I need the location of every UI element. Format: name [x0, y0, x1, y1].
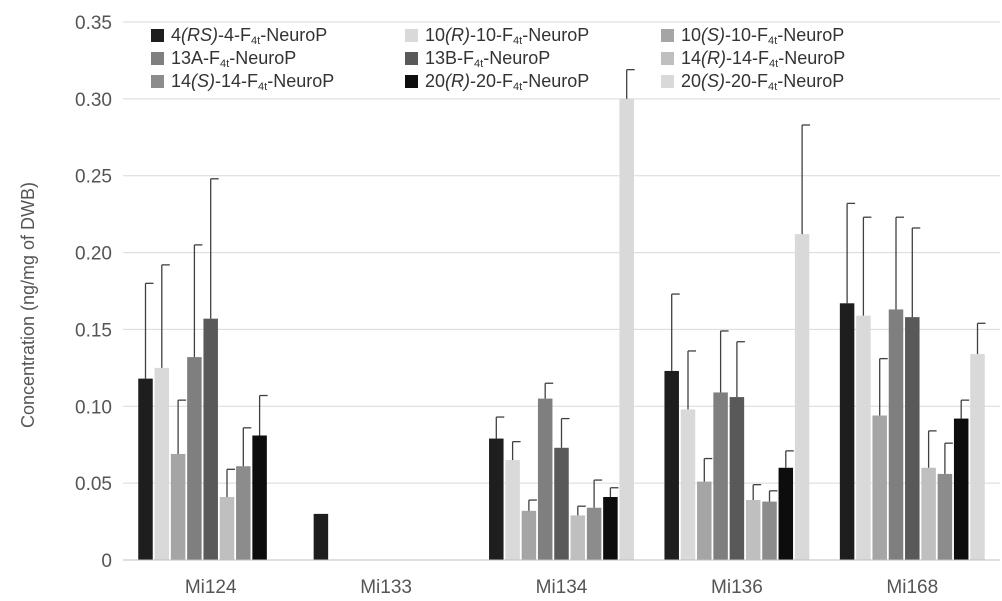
bar: [937, 473, 953, 560]
y-tick-label: 0.35: [75, 13, 112, 34]
bar: [745, 500, 761, 560]
x-tick-label: Mi136: [711, 577, 763, 598]
legend-swatch: [151, 75, 164, 88]
bar: [236, 466, 251, 560]
legend-label: 20(S)-20-F4t-NeuroP: [681, 71, 844, 93]
y-tick-label: 0.15: [75, 320, 112, 341]
y-axis-ticks: 0 0.05 0.10 0.15 0.20 0.25 0.30 0.35: [75, 13, 112, 572]
bar: [856, 315, 871, 560]
legend-swatch: [405, 75, 418, 88]
bar: [872, 415, 887, 560]
bar: [154, 367, 170, 560]
legend-swatch: [151, 52, 164, 65]
bar: [489, 438, 504, 560]
y-tick-label: 0: [101, 551, 112, 572]
bar: [252, 435, 267, 560]
legend-swatch: [405, 52, 418, 65]
bar: [554, 447, 569, 560]
bar: [729, 397, 745, 560]
x-tick-label: Mi168: [886, 577, 938, 598]
bar: [680, 409, 696, 560]
bar: [170, 453, 186, 560]
bar: [697, 481, 712, 560]
bar: [762, 501, 777, 560]
x-tick-label: Mi134: [536, 577, 588, 598]
legend-label: 14(S)-14-F4t-NeuroP: [171, 71, 334, 93]
bar: [138, 378, 153, 560]
bars: [138, 98, 985, 560]
bar: [313, 513, 329, 560]
bar: [953, 418, 969, 560]
x-axis-categories: Mi124 Mi133 Mi134 Mi136 Mi168: [185, 577, 938, 598]
y-tick-label: 0.25: [75, 167, 112, 188]
legend-label: 10(S)-10-F4t-NeuroP: [681, 25, 844, 47]
bar: [203, 318, 218, 560]
legend-label: 14(R)-14-F4t-NeuroP: [681, 48, 845, 70]
bar: [521, 510, 537, 560]
legend: 4(RS)-4-F4t-NeuroP 10(R)-10-F4t-NeuroP 10(…: [151, 25, 845, 93]
y-tick-label: 0.20: [75, 244, 112, 265]
legend-label: 13A-F4t-NeuroP: [171, 48, 296, 70]
bar: [970, 354, 985, 560]
y-tick-label: 0.05: [75, 474, 112, 495]
bar: [888, 309, 904, 560]
bar: [219, 496, 235, 560]
legend-swatch: [405, 29, 418, 42]
gridlines: [123, 21, 1000, 484]
legend-swatch: [151, 29, 164, 42]
x-tick-label: Mi133: [360, 577, 412, 598]
bar: [905, 317, 920, 560]
legend-label: 4(RS)-4-F4t-NeuroP: [171, 25, 327, 47]
bar: [603, 496, 618, 560]
legend-swatch: [661, 52, 674, 65]
legend-label: 20(R)-20-F4t-NeuroP: [425, 71, 589, 93]
bar: [713, 392, 728, 560]
y-tick-label: 0.30: [75, 90, 112, 111]
legend-label: 10(R)-10-F4t-NeuroP: [425, 25, 589, 47]
legend-label: 13B-F4t-NeuroP: [425, 48, 550, 70]
bar: [921, 467, 936, 560]
bar: [570, 515, 586, 560]
legend-swatch: [661, 75, 674, 88]
x-tick-label: Mi124: [185, 577, 237, 598]
bar: [505, 460, 520, 560]
bar: [794, 234, 810, 560]
bar: [778, 467, 794, 560]
y-axis-label: Concentration (ng/mg of DWB): [18, 182, 38, 428]
error-bars: [144, 69, 986, 516]
bar: [664, 370, 679, 560]
bar: [839, 303, 855, 560]
legend-swatch: [661, 29, 674, 42]
bar: [187, 357, 202, 560]
bar: [537, 398, 553, 560]
bar: [586, 507, 602, 560]
y-tick-label: 0.10: [75, 397, 112, 418]
bar: [619, 98, 634, 560]
